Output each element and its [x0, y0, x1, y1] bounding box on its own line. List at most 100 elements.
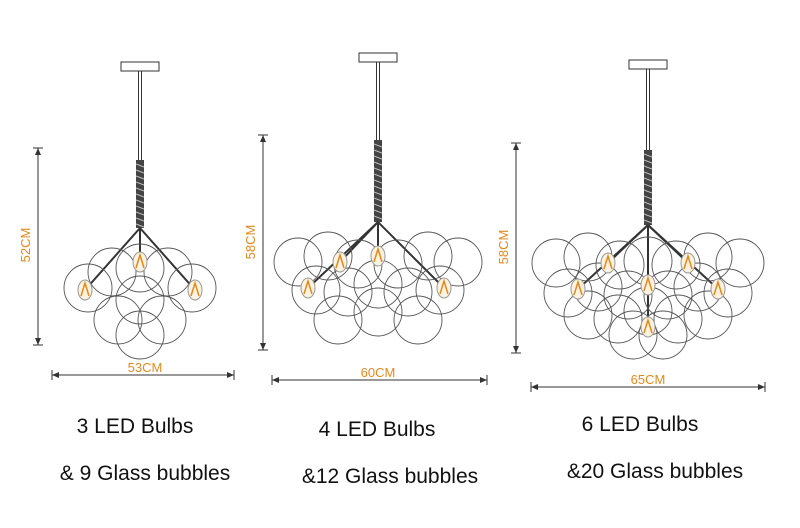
twist-ring: [135, 211, 145, 216]
filament: [373, 246, 383, 263]
twist-ring: [373, 215, 383, 220]
glass-bubble: [115, 243, 165, 293]
twisted-stem: [644, 150, 652, 225]
height-label: 52CM: [18, 228, 33, 263]
width-label: 60CM: [361, 365, 396, 380]
filament: [80, 280, 90, 297]
filament: [603, 253, 613, 270]
twist-ring: [135, 205, 145, 210]
twist-ring: [373, 185, 383, 190]
filament: [713, 279, 723, 296]
twist-ring: [135, 199, 145, 204]
glass-bubble: [433, 237, 483, 287]
ceiling-plate: [120, 61, 160, 72]
arrow-head: [758, 384, 765, 390]
twist-ring: [373, 179, 383, 184]
bulbs-caption: 6 LED Bulbs: [582, 413, 699, 436]
width-label: 65CM: [631, 372, 666, 387]
twist-ring: [373, 161, 383, 166]
glass-bubble: [383, 267, 433, 317]
arrow-head: [260, 343, 266, 350]
glass-bubble: [703, 268, 753, 318]
twisted-stem: [136, 160, 144, 228]
arrow-head: [35, 338, 41, 345]
glass-bubble: [603, 270, 653, 320]
twist-ring: [373, 173, 383, 178]
twist-ring: [135, 217, 145, 222]
height-label: 58CM: [496, 230, 511, 265]
glass-bubble: [93, 295, 143, 345]
height-label: 58CM: [243, 225, 258, 260]
glass-bubble: [595, 240, 645, 290]
glass-bubble: [715, 238, 765, 288]
glass-bubble: [87, 247, 137, 297]
twist-ring: [373, 197, 383, 202]
glass-bubble: [643, 270, 693, 320]
filament: [135, 252, 145, 269]
glass-bubble: [415, 265, 465, 315]
filament: [573, 279, 583, 296]
twist-ring: [643, 177, 653, 182]
bubbles-caption: & 9 Glass bubbles: [60, 462, 230, 485]
ceiling-plate: [358, 52, 398, 63]
arrow-head: [513, 346, 519, 353]
glass-bubble: [353, 259, 403, 309]
filament: [190, 280, 200, 297]
glass-bubble: [323, 267, 373, 317]
glass-bubble: [653, 294, 703, 344]
glass-bubble: [143, 247, 193, 297]
glass-bubble: [608, 310, 658, 360]
glass-bubble: [303, 231, 353, 281]
twist-ring: [135, 175, 145, 180]
glass-bubble: [543, 268, 593, 318]
glass-bubble: [115, 310, 165, 360]
glass-bubble: [167, 263, 217, 313]
arrow-head: [272, 377, 279, 383]
glass-bubble: [683, 290, 733, 340]
twist-ring: [643, 207, 653, 212]
twist-ring: [643, 159, 653, 164]
arrow-head: [227, 372, 234, 378]
filament: [643, 317, 653, 334]
arm: [139, 227, 196, 291]
glass-bubble: [393, 295, 443, 345]
twist-ring: [373, 191, 383, 196]
twist-ring: [135, 187, 145, 192]
arm: [647, 224, 689, 264]
glass-bubble: [638, 310, 688, 360]
filament: [439, 278, 449, 295]
twist-ring: [135, 223, 145, 228]
arrow-head: [260, 135, 266, 142]
twist-ring: [643, 213, 653, 218]
twist-ring: [135, 169, 145, 174]
twist-ring: [373, 167, 383, 172]
twist-ring: [373, 149, 383, 154]
glass-bubble: [137, 295, 187, 345]
arrow-head: [480, 377, 487, 383]
bubbles-caption: &20 Glass bubbles: [567, 460, 743, 483]
ceiling-plate: [628, 59, 668, 70]
glass-bubble: [115, 275, 165, 325]
twist-ring: [643, 165, 653, 170]
twist-ring: [373, 209, 383, 214]
glass-bubble: [403, 231, 453, 281]
glass-bubble: [273, 237, 323, 287]
glass-bubble: [651, 240, 701, 290]
filament: [335, 252, 345, 269]
twist-ring: [643, 189, 653, 194]
twist-ring: [643, 153, 653, 158]
arm: [339, 221, 379, 263]
filament: [683, 253, 693, 270]
twist-ring: [135, 193, 145, 198]
glass-bubble: [563, 290, 613, 340]
arrow-head: [52, 372, 59, 378]
glass-bubble: [353, 287, 403, 337]
glass-bubble: [63, 263, 113, 313]
twist-ring: [643, 201, 653, 206]
twist-ring: [643, 195, 653, 200]
twist-ring: [135, 181, 145, 186]
bubbles-caption: &12 Glass bubbles: [302, 465, 478, 488]
arrow-head: [531, 384, 538, 390]
bulbs-caption: 3 LED Bulbs: [77, 415, 194, 438]
